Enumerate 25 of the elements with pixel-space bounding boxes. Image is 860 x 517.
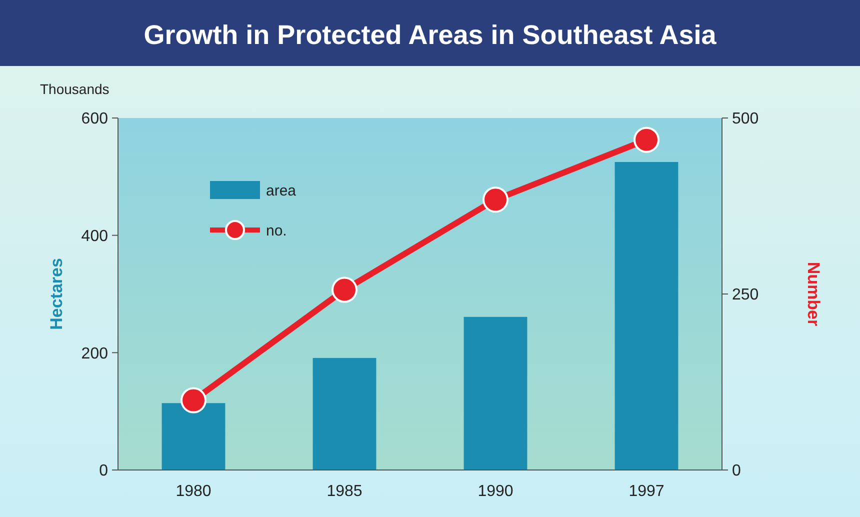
point xyxy=(634,126,660,153)
bar xyxy=(614,162,678,470)
x-tick-label: 1997 xyxy=(628,483,664,500)
bar xyxy=(464,316,528,470)
x-tick-label: 1985 xyxy=(326,483,362,500)
bar xyxy=(162,403,226,470)
bar xyxy=(312,358,376,470)
y2-axis-title: Number xyxy=(804,262,823,326)
y-tick-label: 400 xyxy=(81,228,108,245)
x-tick-label: 1980 xyxy=(176,483,212,500)
y2-tick-label: 500 xyxy=(732,110,759,128)
chart-title: Growth in Protected Areas in Southeast Asia xyxy=(144,20,718,50)
y-tick-label: 200 xyxy=(81,345,108,362)
legend-label: no. xyxy=(266,222,287,240)
legend-label: area xyxy=(266,182,297,200)
point xyxy=(332,276,358,303)
y-tick-label: 0 xyxy=(99,462,108,480)
text: Thousands xyxy=(40,81,110,97)
point xyxy=(482,186,508,213)
y-tick-label: 600 xyxy=(81,110,108,128)
point xyxy=(180,387,206,414)
x-tick-label: 1990 xyxy=(478,483,514,500)
y2-tick-label: 250 xyxy=(732,286,759,304)
y2-tick-label: 0 xyxy=(732,462,741,480)
y-axis-title: Hectares xyxy=(47,258,66,330)
